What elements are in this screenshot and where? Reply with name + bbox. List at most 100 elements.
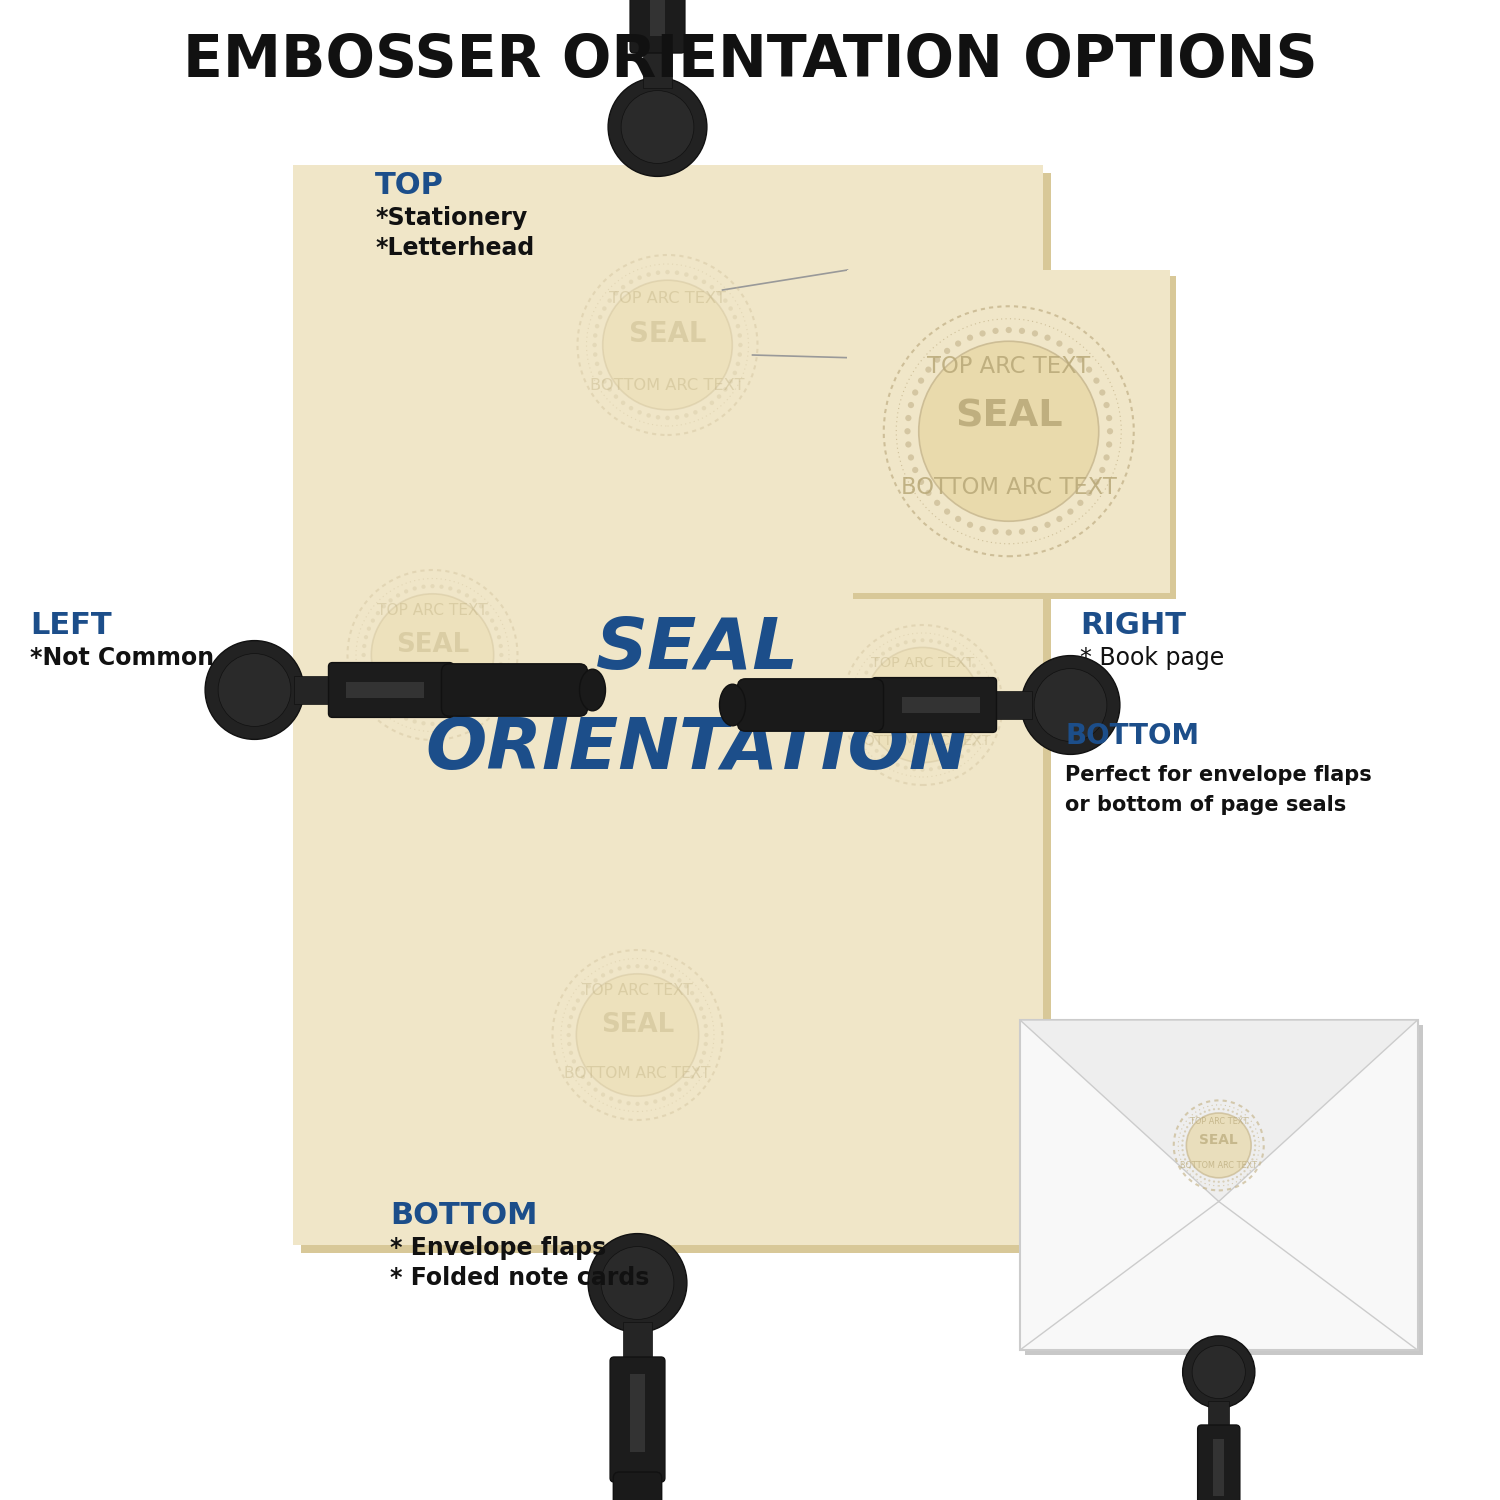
Circle shape: [956, 516, 962, 522]
Circle shape: [568, 1050, 573, 1054]
Circle shape: [638, 410, 642, 414]
Circle shape: [690, 1076, 694, 1078]
Circle shape: [699, 1007, 703, 1011]
Text: Perfect for envelope flaps: Perfect for envelope flaps: [1065, 765, 1371, 784]
Circle shape: [636, 1101, 639, 1106]
Circle shape: [868, 663, 873, 668]
Circle shape: [968, 334, 974, 340]
Circle shape: [702, 406, 706, 411]
Circle shape: [1186, 1126, 1188, 1128]
Circle shape: [1218, 1180, 1219, 1184]
FancyBboxPatch shape: [441, 664, 588, 716]
Circle shape: [376, 610, 380, 615]
Circle shape: [880, 754, 885, 759]
Circle shape: [976, 670, 981, 675]
Circle shape: [500, 652, 504, 657]
Circle shape: [1184, 1158, 1186, 1161]
Circle shape: [568, 1016, 573, 1020]
Circle shape: [908, 402, 914, 408]
Circle shape: [993, 528, 999, 536]
Circle shape: [1186, 1162, 1188, 1164]
Circle shape: [456, 590, 460, 594]
Circle shape: [918, 378, 924, 384]
Text: LEFT: LEFT: [30, 610, 111, 640]
Circle shape: [484, 694, 489, 699]
Circle shape: [684, 1082, 688, 1086]
Circle shape: [1192, 1346, 1245, 1398]
Circle shape: [592, 344, 597, 348]
Circle shape: [1232, 1110, 1234, 1113]
Circle shape: [472, 708, 477, 711]
Circle shape: [874, 748, 879, 753]
Circle shape: [666, 270, 669, 274]
Circle shape: [678, 978, 681, 982]
Circle shape: [864, 735, 868, 740]
Circle shape: [646, 273, 651, 278]
Text: BOTTOM: BOTTOM: [1065, 722, 1198, 750]
Circle shape: [602, 306, 606, 310]
Circle shape: [656, 416, 660, 420]
Circle shape: [1214, 1108, 1215, 1110]
Circle shape: [1100, 466, 1106, 472]
Circle shape: [621, 90, 695, 164]
Circle shape: [621, 400, 626, 405]
FancyBboxPatch shape: [630, 0, 686, 53]
Circle shape: [646, 413, 651, 417]
Circle shape: [981, 678, 984, 682]
Circle shape: [396, 712, 400, 717]
Circle shape: [362, 644, 366, 648]
Circle shape: [738, 333, 742, 338]
FancyBboxPatch shape: [328, 663, 453, 717]
Circle shape: [381, 604, 386, 609]
Circle shape: [602, 1092, 604, 1096]
FancyBboxPatch shape: [902, 698, 980, 712]
Circle shape: [858, 686, 862, 690]
Circle shape: [1056, 516, 1062, 522]
Text: *Not Common: *Not Common: [30, 646, 214, 670]
Circle shape: [478, 604, 483, 609]
Circle shape: [903, 765, 908, 770]
Circle shape: [404, 590, 408, 594]
Circle shape: [580, 1076, 585, 1078]
Circle shape: [1044, 334, 1050, 340]
Circle shape: [912, 466, 918, 472]
Circle shape: [588, 1233, 687, 1332]
Circle shape: [567, 1034, 572, 1036]
Circle shape: [944, 509, 950, 515]
Text: TOP ARC TEXT: TOP ARC TEXT: [609, 291, 726, 306]
Circle shape: [861, 678, 864, 682]
Circle shape: [1200, 1113, 1202, 1114]
FancyBboxPatch shape: [871, 678, 996, 732]
Circle shape: [618, 966, 622, 970]
Circle shape: [670, 1092, 674, 1096]
Circle shape: [498, 662, 502, 666]
Circle shape: [1214, 1180, 1215, 1182]
Circle shape: [580, 992, 585, 994]
Text: SEAL: SEAL: [602, 1013, 674, 1038]
Circle shape: [960, 651, 964, 656]
Circle shape: [368, 627, 370, 632]
Circle shape: [1203, 1110, 1206, 1113]
Text: * Envelope flaps: * Envelope flaps: [390, 1236, 606, 1260]
Circle shape: [912, 639, 916, 644]
Text: * Book page: * Book page: [1080, 646, 1224, 670]
Circle shape: [364, 670, 368, 675]
Circle shape: [413, 720, 417, 723]
FancyBboxPatch shape: [847, 270, 1170, 592]
Circle shape: [645, 964, 648, 969]
Circle shape: [217, 654, 291, 726]
Circle shape: [1182, 1154, 1185, 1156]
Text: *Stationery: *Stationery: [375, 206, 528, 230]
Circle shape: [498, 644, 502, 648]
Circle shape: [1222, 1108, 1224, 1110]
Circle shape: [1106, 441, 1113, 447]
Circle shape: [1246, 1167, 1250, 1168]
Circle shape: [735, 362, 740, 366]
Circle shape: [448, 586, 453, 591]
Circle shape: [702, 1050, 706, 1054]
Text: TOP ARC TEXT: TOP ARC TEXT: [376, 603, 488, 618]
FancyBboxPatch shape: [345, 682, 423, 698]
Circle shape: [732, 315, 736, 320]
Text: SEAL: SEAL: [628, 320, 706, 348]
Circle shape: [440, 722, 444, 726]
